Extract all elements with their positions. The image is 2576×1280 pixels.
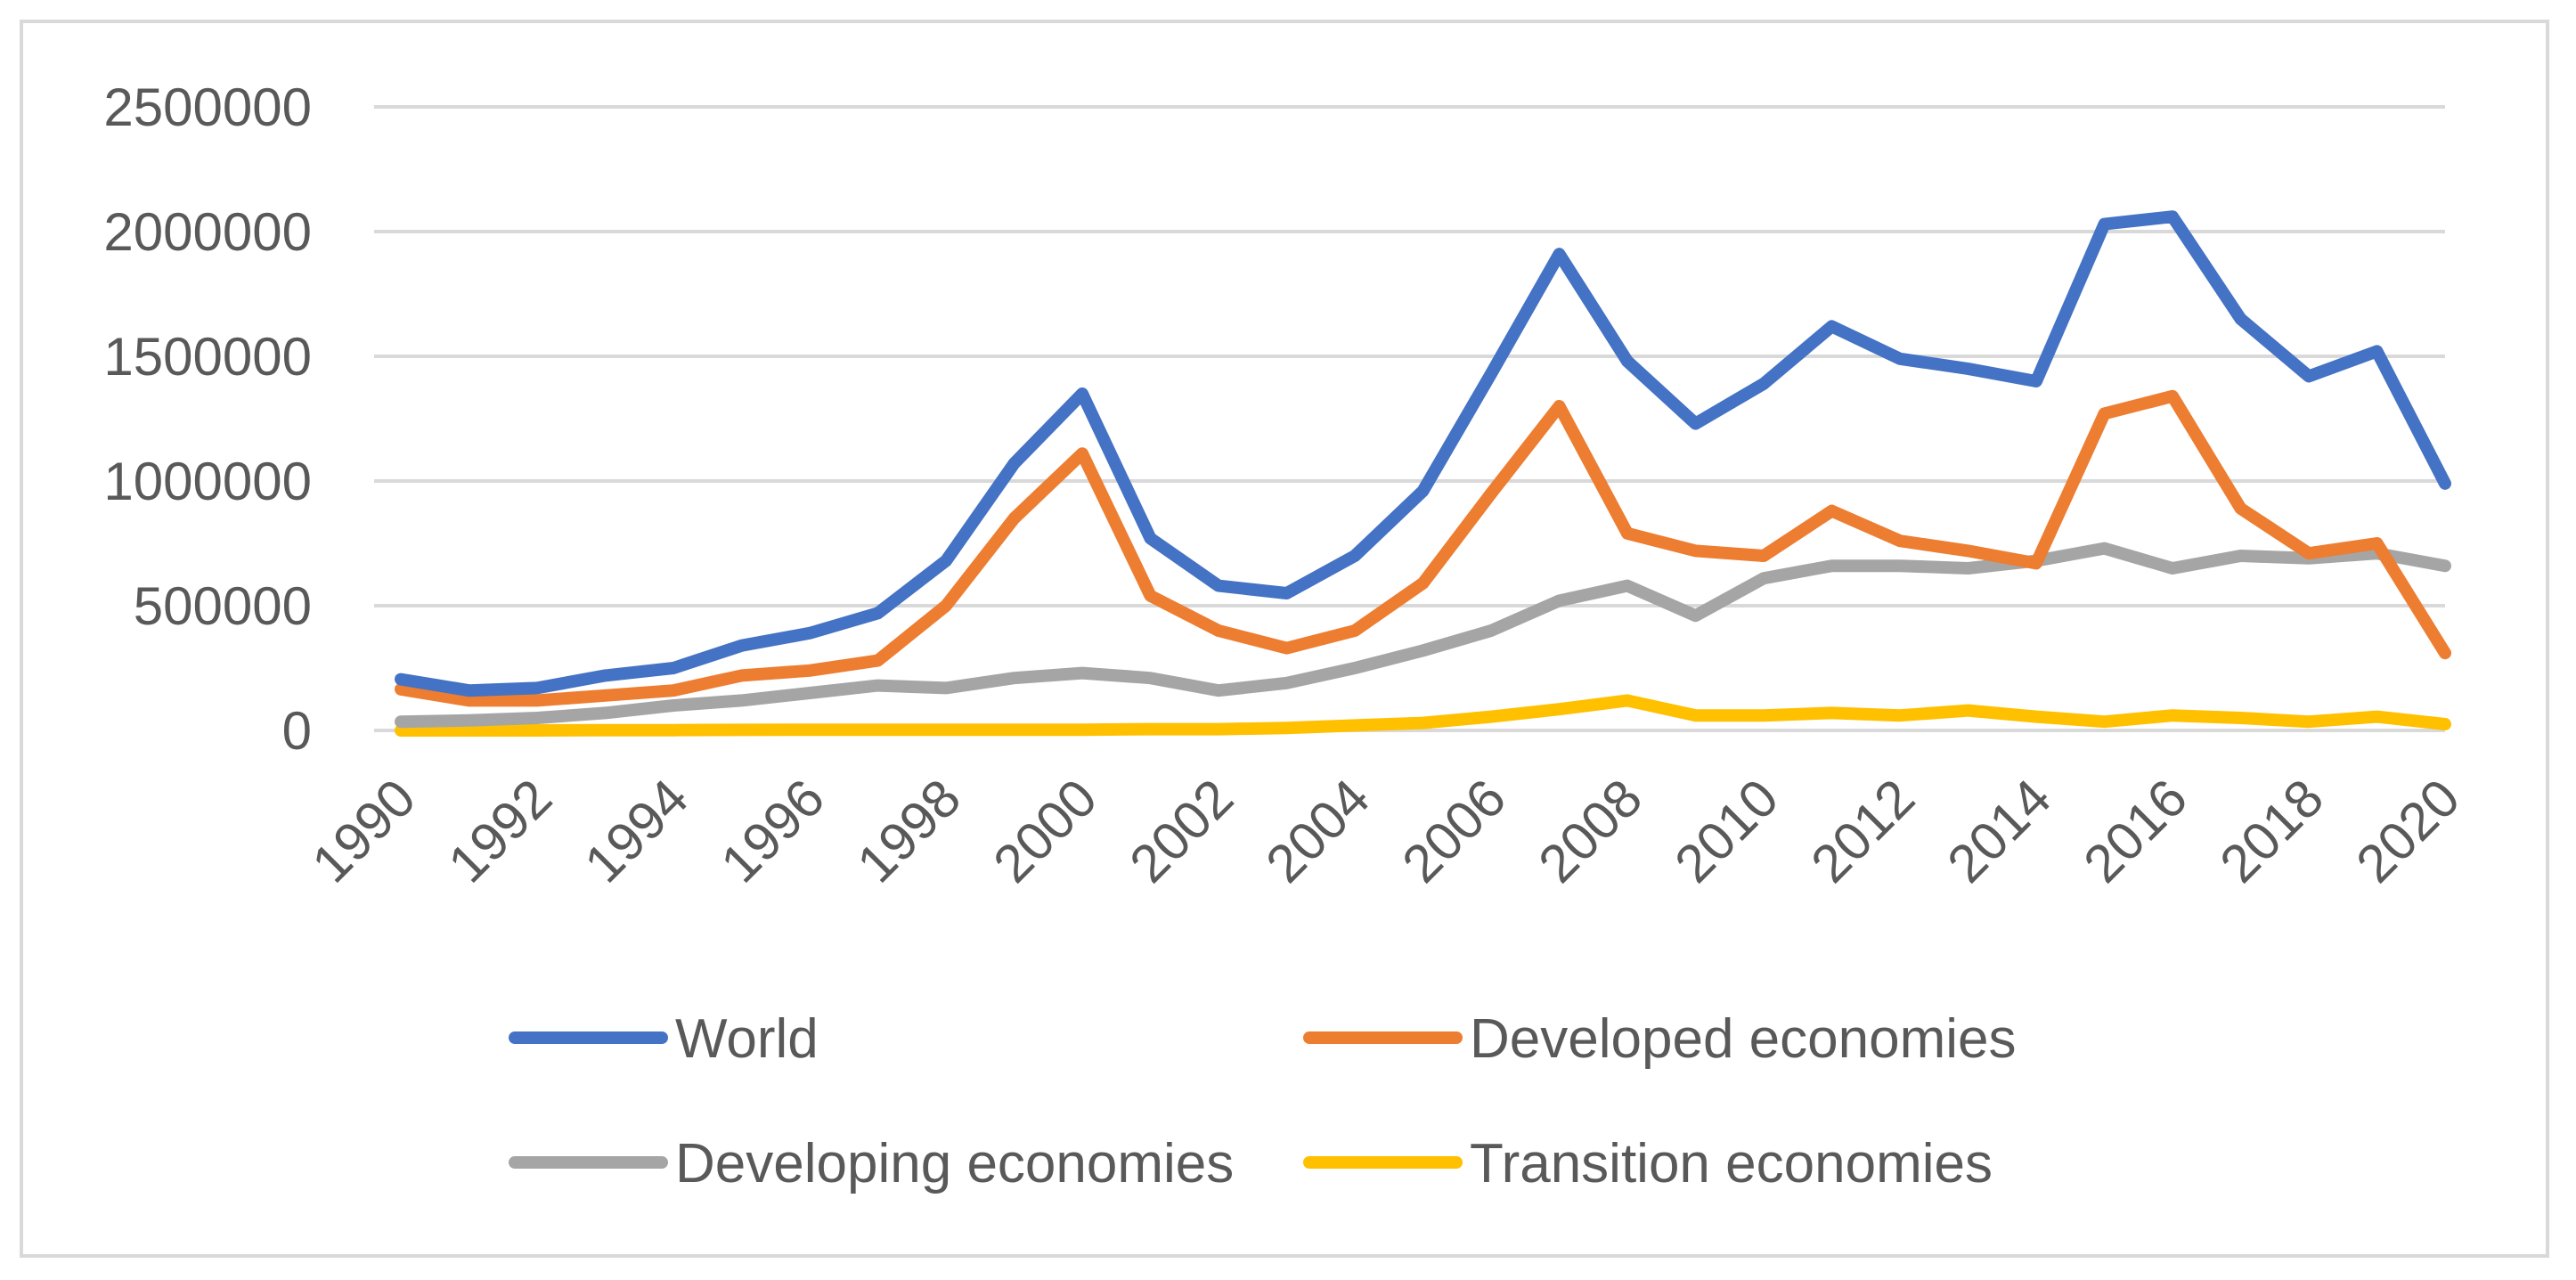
- x-tick-label: 2002: [1118, 768, 1244, 894]
- y-tick-label: 0: [282, 701, 312, 761]
- x-axis-ticks: 1990 1992 1994 1996 1998 2000 2002 2004 2006 2008…: [300, 768, 2471, 894]
- legend-label: Developed economies: [1470, 1008, 2017, 1070]
- series-line-transition-economies: [395, 694, 2451, 737]
- x-tick-label: 1992: [436, 768, 563, 894]
- x-tick-label: 2012: [1799, 768, 1926, 894]
- x-tick-label: 2020: [2344, 768, 2471, 894]
- y-tick-label: 2500000: [103, 77, 312, 137]
- y-tick-label: 1000000: [103, 452, 312, 511]
- series-line-world: [395, 210, 2451, 697]
- y-tick-label: 1500000: [103, 327, 312, 387]
- x-tick-label: 2004: [1254, 768, 1381, 894]
- y-tick-label: 500000: [134, 576, 312, 636]
- legend-item: Developing economies: [509, 1133, 1234, 1194]
- legend-item: Transition economies: [1303, 1133, 1993, 1194]
- x-tick-label: 2014: [1936, 768, 2062, 894]
- x-tick-label: 2010: [1663, 768, 1789, 894]
- legend-label: Developing economies: [675, 1133, 1234, 1194]
- x-tick-label: 1994: [573, 768, 699, 894]
- legend: World Developed economies Developing econo…: [509, 1008, 2017, 1194]
- legend-label: Transition economies: [1470, 1133, 1993, 1194]
- y-tick-label: 2000000: [103, 202, 312, 262]
- x-tick-label: 2016: [2072, 768, 2198, 894]
- series-line-developing-economies: [395, 542, 2451, 729]
- legend-item: World: [509, 1008, 819, 1070]
- x-tick-label: 2008: [1527, 768, 1653, 894]
- x-tick-label: 1998: [845, 768, 972, 894]
- legend-item: Developed economies: [1303, 1008, 2017, 1070]
- x-tick-label: 1996: [709, 768, 836, 894]
- legend-label: World: [675, 1008, 819, 1070]
- x-tick-label: 2018: [2208, 768, 2335, 894]
- x-tick-label: 2000: [982, 768, 1108, 894]
- x-tick-label: 1990: [300, 768, 427, 894]
- series-line-developed-economies: [395, 389, 2451, 707]
- y-axis-ticks: 0 500000 1000000 1500000 2000000 2500000: [103, 77, 312, 761]
- x-tick-label: 2006: [1390, 768, 1517, 894]
- series-lines: [395, 210, 2451, 737]
- gridlines: [374, 105, 2445, 732]
